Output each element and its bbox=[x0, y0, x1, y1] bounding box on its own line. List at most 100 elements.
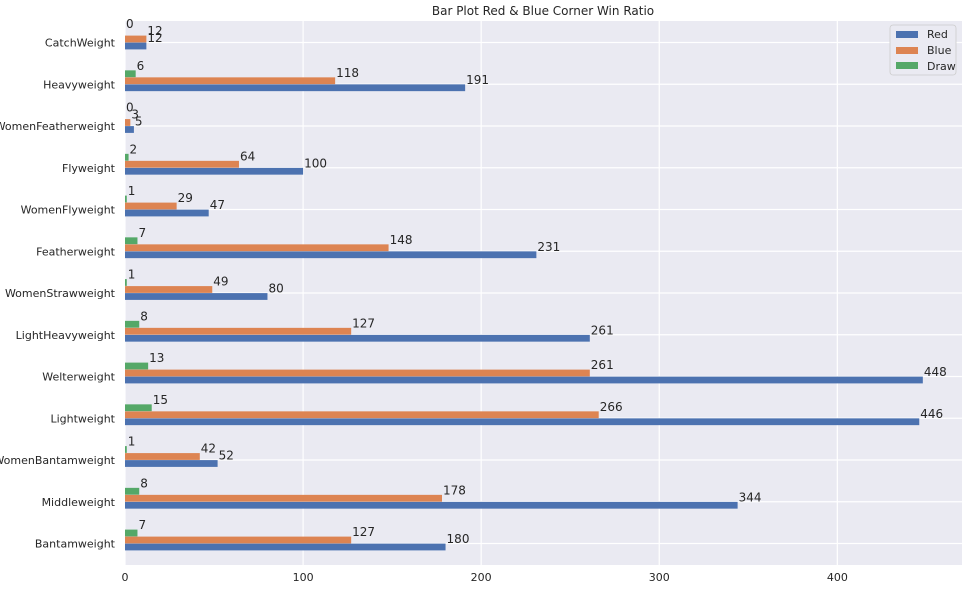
data-label-blue-flyweight: 64 bbox=[240, 149, 255, 163]
data-label-blue-welterweight: 261 bbox=[591, 358, 614, 372]
legend: Red Blue Draw bbox=[889, 24, 957, 76]
bar-red-welterweight bbox=[125, 376, 923, 384]
bar-draw-heavyweight bbox=[125, 70, 136, 78]
y-tick-label-catchweight: CatchWeight bbox=[45, 37, 116, 50]
data-label-blue-lightweight: 266 bbox=[600, 400, 623, 414]
data-label-blue-bantamweight: 127 bbox=[352, 525, 375, 539]
data-label-blue-womenbantamweight: 42 bbox=[201, 442, 216, 456]
data-label-red-featherweight: 231 bbox=[537, 240, 560, 254]
data-label-draw-flyweight: 2 bbox=[130, 142, 138, 156]
bar-red-featherweight bbox=[125, 251, 537, 259]
y-tick-label-flyweight: Flyweight bbox=[62, 162, 116, 175]
bar-blue-welterweight bbox=[125, 369, 590, 377]
data-label-draw-womenbantamweight: 1 bbox=[128, 435, 136, 449]
bar-draw-bantamweight bbox=[125, 529, 138, 537]
legend-label-blue: Blue bbox=[927, 44, 952, 57]
bar-draw-middleweight bbox=[125, 487, 140, 495]
data-label-draw-lightweight: 15 bbox=[153, 393, 168, 407]
y-tick-label-featherweight: Featherweight bbox=[36, 245, 116, 258]
bar-red-heavyweight bbox=[125, 84, 466, 92]
bar-blue-featherweight bbox=[125, 244, 389, 252]
bar-red-middleweight bbox=[125, 501, 738, 509]
bar-draw-lightweight bbox=[125, 404, 152, 412]
y-tick-label-heavyweight: Heavyweight bbox=[43, 78, 116, 91]
data-label-red-middleweight: 344 bbox=[739, 490, 762, 504]
x-tick-label-100: 100 bbox=[293, 571, 314, 584]
x-tick-label-300: 300 bbox=[649, 571, 670, 584]
data-label-red-welterweight: 448 bbox=[924, 365, 947, 379]
data-label-draw-featherweight: 7 bbox=[138, 226, 146, 240]
bar-red-lightweight bbox=[125, 418, 920, 426]
data-label-blue-womenfeatherweight: 3 bbox=[131, 108, 139, 122]
data-label-red-bantamweight: 180 bbox=[447, 532, 470, 546]
bar-blue-lightheavyweight bbox=[125, 327, 352, 335]
data-label-blue-middleweight: 178 bbox=[443, 483, 466, 497]
bar-blue-flyweight bbox=[125, 160, 239, 168]
data-label-red-womenfeatherweight: 5 bbox=[135, 115, 143, 129]
data-label-blue-lightheavyweight: 127 bbox=[352, 316, 375, 330]
data-label-red-catchweight: 12 bbox=[147, 31, 162, 45]
legend-label-red: Red bbox=[927, 28, 948, 41]
grid-lines bbox=[124, 21, 962, 565]
y-tick-label-lightweight: Lightweight bbox=[50, 412, 115, 425]
bar-draw-womenbantamweight bbox=[125, 446, 127, 453]
bar-red-womenstrawweight bbox=[125, 293, 268, 300]
bar-blue-womenflyweight bbox=[125, 202, 177, 210]
legend-swatch-blue bbox=[896, 47, 918, 54]
data-label-red-lightheavyweight: 261 bbox=[591, 323, 614, 337]
data-label-blue-catchweight: 12 bbox=[147, 24, 162, 38]
y-tick-labels: CatchWeight Heavyweight WomenFeatherweight… bbox=[0, 37, 116, 551]
x-tick-label-400: 400 bbox=[827, 571, 848, 584]
data-label-blue-womenflyweight: 29 bbox=[178, 191, 193, 205]
data-label-blue-heavyweight: 118 bbox=[336, 66, 359, 80]
y-tick-label-lightheavyweight: LightHeavyweight bbox=[16, 329, 116, 342]
data-label-draw-middleweight: 8 bbox=[140, 476, 148, 490]
data-label-draw-catchweight: 0 bbox=[126, 17, 134, 31]
legend-swatch-red bbox=[896, 31, 918, 38]
bar-draw-flyweight bbox=[125, 153, 129, 161]
bar-red-womenflyweight bbox=[125, 209, 209, 217]
x-tick-labels: 0 100 200 300 400 bbox=[122, 571, 848, 584]
data-label-draw-welterweight: 13 bbox=[149, 351, 164, 365]
bar-draw-welterweight bbox=[125, 362, 149, 370]
bar-blue-womenstrawweight bbox=[125, 286, 213, 293]
bars bbox=[125, 35, 923, 551]
bar-draw-womenflyweight bbox=[125, 195, 127, 203]
data-label-draw-womenflyweight: 1 bbox=[128, 184, 136, 198]
y-tick-label-womenflyweight: WomenFlyweight bbox=[21, 204, 116, 217]
bar-red-womenfeatherweight bbox=[125, 126, 134, 133]
bar-blue-catchweight bbox=[125, 35, 147, 43]
bar-blue-womenfeatherweight bbox=[125, 119, 131, 126]
data-label-draw-womenfeatherweight: 0 bbox=[126, 101, 134, 115]
bar-blue-lightweight bbox=[125, 411, 599, 419]
data-label-blue-featherweight: 148 bbox=[390, 233, 413, 247]
data-label-draw-heavyweight: 6 bbox=[137, 59, 145, 73]
data-label-red-heavyweight: 191 bbox=[466, 73, 489, 87]
bar-draw-womenstrawweight bbox=[125, 279, 127, 286]
data-label-draw-bantamweight: 7 bbox=[138, 518, 146, 532]
data-label-draw-lightheavyweight: 8 bbox=[140, 309, 148, 323]
bar-red-womenbantamweight bbox=[125, 460, 218, 467]
x-tick-label-0: 0 bbox=[122, 571, 129, 584]
y-tick-label-welterweight: Welterweight bbox=[42, 371, 115, 384]
data-label-draw-womenstrawweight: 1 bbox=[128, 268, 136, 282]
bar-blue-heavyweight bbox=[125, 77, 336, 85]
data-label-red-flyweight: 100 bbox=[304, 156, 327, 170]
x-tick-label-200: 200 bbox=[471, 571, 492, 584]
data-label-red-womenbantamweight: 52 bbox=[219, 449, 234, 463]
bar-red-lightheavyweight bbox=[125, 334, 590, 342]
bar-draw-lightheavyweight bbox=[125, 320, 140, 328]
bar-blue-bantamweight bbox=[125, 536, 352, 544]
data-label-red-lightweight: 446 bbox=[920, 407, 943, 421]
data-label-red-womenflyweight: 47 bbox=[210, 198, 225, 212]
legend-label-draw: Draw bbox=[927, 60, 956, 73]
y-tick-label-middleweight: Middleweight bbox=[42, 496, 116, 509]
y-tick-label-womenstrawweight: WomenStrawweight bbox=[5, 287, 116, 300]
chart-title: Bar Plot Red & Blue Corner Win Ratio bbox=[432, 4, 654, 18]
y-tick-label-womenbantamweight: WomenBantamweight bbox=[0, 454, 116, 467]
data-label-red-womenstrawweight: 80 bbox=[268, 282, 283, 296]
bar-red-flyweight bbox=[125, 167, 304, 175]
bar-blue-womenbantamweight bbox=[125, 453, 200, 460]
y-tick-label-bantamweight: Bantamweight bbox=[35, 538, 116, 551]
